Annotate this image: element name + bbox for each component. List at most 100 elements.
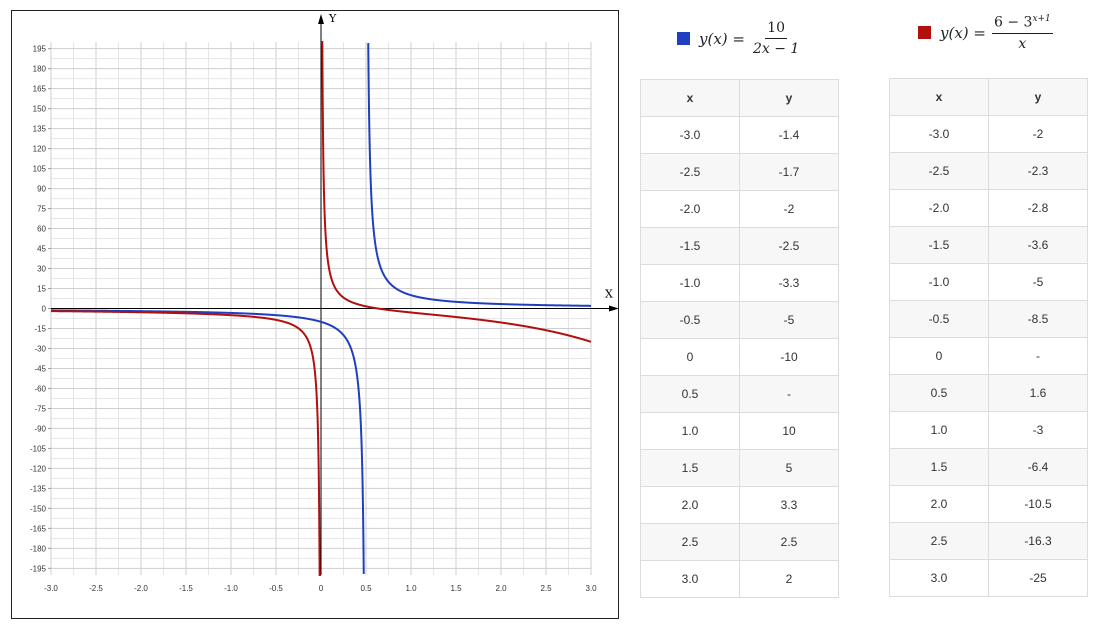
formula-denominator: x (1018, 35, 1027, 52)
cell-y: -3.6 (988, 226, 1088, 264)
table-row: 2.5 -16.3 (889, 522, 1088, 560)
series-1-curve-left (51, 309, 365, 574)
cell-y: -25 (988, 559, 1088, 597)
x-tick-label: -2.0 (134, 584, 148, 593)
cell-y: 1.6 (988, 374, 1088, 412)
x-tick-label: -2.5 (89, 584, 103, 593)
y-tick-label: 105 (33, 165, 47, 174)
y-tick-label: -195 (30, 564, 47, 573)
y-tick-label: 45 (37, 245, 46, 254)
x-tick-label: 0 (319, 584, 324, 593)
x-axis-label: X (605, 288, 613, 301)
cell-x: 2.5 (640, 523, 740, 561)
x-tick-label: 1.5 (450, 584, 462, 593)
x-tick-label: 3.0 (585, 584, 597, 593)
cell-x: -2.0 (640, 190, 740, 228)
cell-y: -16.3 (988, 522, 1088, 560)
formula-numerator: 6 − 3x+1 (991, 14, 1053, 34)
y-tick-label: 150 (33, 105, 47, 114)
cell-x: -1.0 (889, 263, 989, 301)
cell-y: -2.8 (988, 189, 1088, 227)
y-tick-label: -150 (30, 504, 47, 513)
table-row: -0.5 -8.5 (889, 300, 1088, 338)
x-tick-label: 1.0 (405, 584, 417, 593)
y-tick-label: 135 (33, 125, 47, 134)
formula-fraction: 10 2x − 1 (751, 20, 801, 57)
cell-y: -2 (739, 190, 839, 228)
table-row: 3.0 2 (640, 560, 839, 598)
series-2-curve-left (51, 310, 321, 576)
table-row: -2.5 -2.3 (889, 152, 1088, 190)
y-tick-label: 75 (37, 205, 46, 214)
x-tick-label: -1.5 (179, 584, 193, 593)
cell-x: 1.0 (889, 411, 989, 449)
column-header-y: y (739, 79, 839, 117)
table-row: 1.5 -6.4 (889, 448, 1088, 486)
cell-y: 10 (739, 412, 839, 450)
table-row: 0 -10 (640, 338, 839, 376)
table-row: -3.0 -2 (889, 115, 1088, 153)
y-tick-label: 60 (37, 225, 46, 234)
cell-y: -3.3 (739, 264, 839, 302)
cell-x: -3.0 (640, 116, 740, 154)
table-header-row: x y (640, 79, 839, 117)
table-row: -1.0 -5 (889, 263, 1088, 301)
cell-x: -2.0 (889, 189, 989, 227)
x-tick-label: -3.0 (44, 584, 58, 593)
cell-y: -5 (988, 263, 1088, 301)
y-tick-label: -15 (34, 324, 46, 333)
chart-panel: 195 180 165 150 135 120 105 90 75 60 45 30 15 0 -15 -30… (11, 10, 619, 619)
y-tick-label: -105 (30, 444, 47, 453)
cell-x: -2.5 (889, 152, 989, 190)
cell-y: 2.5 (739, 523, 839, 561)
function-graph: 1951801651501351201059075604530150-15-30… (30, 12, 619, 593)
table-row: -2.0 -2 (640, 190, 839, 228)
cell-y: - (739, 375, 839, 413)
table-row: 3.0 -25 (889, 559, 1088, 597)
y-tick-label: -180 (30, 544, 47, 553)
values-table-series-2: x y -3.0 -2 -2.5 -2.3 -2.0 -2.8 -1.5 -3.6 -1.0 -5… (889, 78, 1088, 597)
column-header-x: x (640, 79, 740, 117)
cell-y: -1.4 (739, 116, 839, 154)
y-axis-arrow (318, 14, 324, 24)
y-tick-label: 195 (33, 45, 47, 54)
cell-x: 0 (889, 337, 989, 375)
table-row: -1.5 -2.5 (640, 227, 839, 265)
table-row: 1.0 10 (640, 412, 839, 450)
y-tick-label: -60 (34, 384, 46, 393)
table-header-row: x y (889, 78, 1088, 116)
cell-y: -2.3 (988, 152, 1088, 190)
series-2-swatch (918, 26, 931, 40)
table-row: 2.0 -10.5 (889, 485, 1088, 523)
formula-denominator: 2x − 1 (752, 41, 800, 57)
legend-series-1: y(x) = 10 2x − 1 (677, 20, 801, 57)
cell-x: 1.0 (640, 412, 740, 450)
cell-y: 2 (739, 560, 839, 598)
formula-fraction: 6 − 3x+1 x (991, 14, 1053, 52)
y-tick-label: 165 (33, 85, 47, 94)
cell-x: 1.5 (640, 449, 740, 487)
y-tick-label: 15 (37, 285, 46, 294)
formula-lhs: y(x) = (940, 23, 986, 42)
table-row: 0- (889, 337, 1088, 375)
cell-x: 2.5 (889, 522, 989, 560)
y-tick-label: 180 (33, 65, 47, 74)
table-row: 1.5 5 (640, 449, 839, 487)
x-tick-label: 2.5 (540, 584, 552, 593)
column-header-x: x (889, 78, 989, 116)
table-row: -0.5 -5 (640, 301, 839, 339)
cell-y: - (988, 337, 1088, 375)
series-1-curve-right (367, 43, 591, 307)
series-1-formula: y(x) = 10 2x − 1 (699, 20, 801, 57)
cell-x: -0.5 (889, 300, 989, 338)
y-tick-label: 90 (37, 185, 46, 194)
x-tick-label: 2.0 (495, 584, 507, 593)
numerator-base: 6 − 3 (993, 14, 1033, 31)
y-tick-label: -120 (30, 464, 47, 473)
y-tick-label: -75 (34, 404, 46, 413)
cell-x: -3.0 (889, 115, 989, 153)
series-2-curve-right (321, 41, 592, 343)
series-1-swatch (677, 32, 690, 45)
cell-y: 5 (739, 449, 839, 487)
y-tick-label: 30 (37, 265, 46, 274)
